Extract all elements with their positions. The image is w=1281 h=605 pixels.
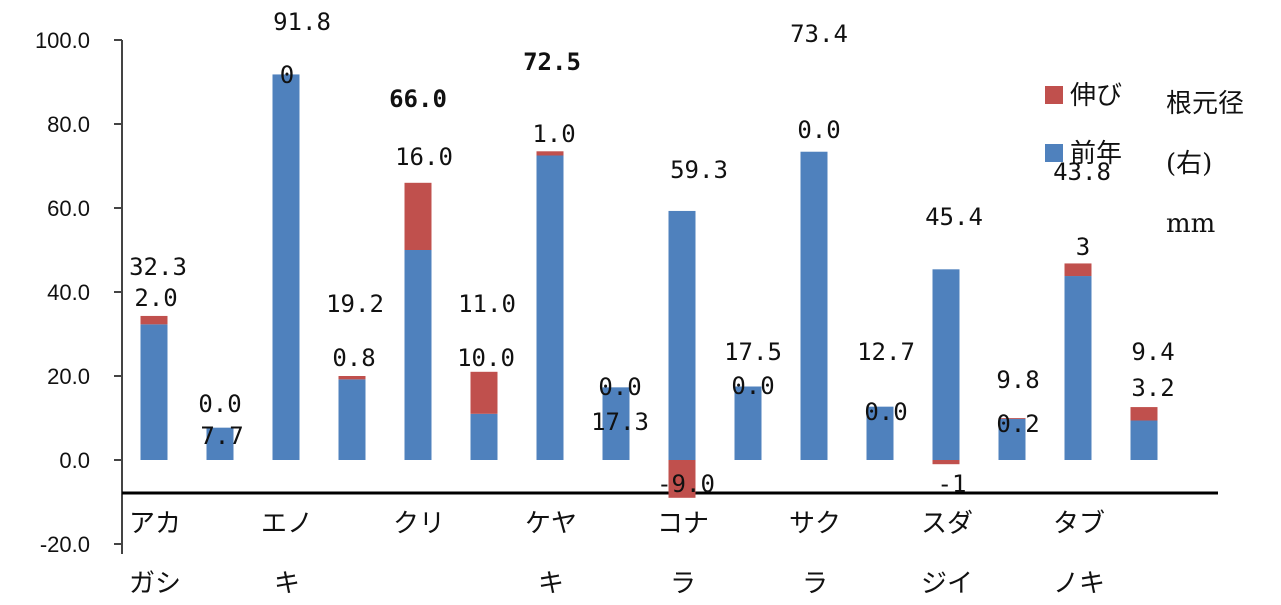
category-label-line2: ラ <box>802 569 828 599</box>
bar-previous-year <box>206 427 234 460</box>
bar-previous-year <box>602 387 630 460</box>
category-label-line2: キ <box>538 569 564 599</box>
data-label: 9.8 <box>996 366 1039 394</box>
bar-previous-year <box>140 324 168 460</box>
y-tick-label: 0.0 <box>59 448 90 473</box>
y-tick-label: 80.0 <box>47 112 90 137</box>
category-label: スダ <box>921 509 973 539</box>
data-label: 16.0 <box>395 143 453 171</box>
data-label: 0.0 <box>797 116 840 144</box>
data-label: 2.0 <box>134 284 177 312</box>
bar-previous-year <box>734 386 762 460</box>
data-label: 59.3 <box>670 156 728 184</box>
data-label: 12.7 <box>857 338 915 366</box>
bar-previous-year <box>536 155 564 460</box>
category-label: タブ <box>1053 509 1105 539</box>
bar-previous-year <box>1064 276 1092 460</box>
legend-swatch <box>1045 144 1063 162</box>
bar-previous-year <box>470 413 498 460</box>
legend-label: 前年 <box>1070 139 1122 169</box>
data-label: 19.2 <box>326 290 384 318</box>
bar-previous-year <box>338 379 366 460</box>
y-tick-label: 20.0 <box>47 364 90 389</box>
category-label-line2: ラ <box>670 569 696 599</box>
data-label: 1.0 <box>532 120 575 148</box>
category-label-line2: キ <box>274 569 300 599</box>
unit-label: (右) <box>1166 149 1212 179</box>
legend-label: 伸び <box>1070 81 1122 111</box>
data-label: 11.0 <box>458 290 516 318</box>
data-label: 0 <box>280 61 294 89</box>
bar-previous-year <box>272 74 300 460</box>
unit-label: 根元径 <box>1166 89 1244 119</box>
data-label: 17.3 <box>591 408 649 436</box>
category-label: クリ <box>393 509 445 539</box>
data-label: 0.0 <box>198 390 241 418</box>
label-layer: 32.3 2.0 0.0 7.7 91.8 0 19.2 0.8 66.0 16.0 11.0 10.… <box>129 8 1175 498</box>
bar-growth <box>140 315 168 325</box>
category-label-line2: ノキ <box>1053 569 1105 599</box>
bar-previous-year <box>404 250 432 460</box>
category-label-line2: ガシ <box>129 569 181 599</box>
bar-growth <box>338 376 366 380</box>
bar-growth <box>998 418 1026 419</box>
data-label: 0.2 <box>996 410 1039 438</box>
data-label: 0.8 <box>332 344 375 372</box>
y-tick-label: 40.0 <box>47 280 90 305</box>
data-label: 3 <box>1076 233 1090 261</box>
bar-growth-negative <box>932 460 960 465</box>
unit-label: mm <box>1166 209 1215 239</box>
data-label: 10.0 <box>457 344 515 372</box>
category-label: ケヤ <box>525 509 577 539</box>
bar-previous-year <box>866 406 894 460</box>
bar-growth <box>404 182 432 250</box>
category-label-line2: ジイ <box>921 569 973 599</box>
data-label: -1 <box>938 470 967 498</box>
data-label: 45.4 <box>925 203 983 231</box>
data-label: 3.2 <box>1131 374 1174 402</box>
data-label: 72.5 <box>523 48 581 76</box>
data-label: 17.5 <box>724 338 782 366</box>
data-label: 0.0 <box>864 398 907 426</box>
bar-previous-year <box>932 269 960 460</box>
bar-growth <box>1064 263 1092 277</box>
axis-layer: 100.0 80.0 60.0 40.0 20.0 0.0 -20.0 <box>35 28 1218 557</box>
bar-previous-year <box>1130 420 1158 460</box>
data-label: 73.4 <box>790 20 848 48</box>
legend-swatch <box>1045 86 1063 104</box>
y-tick-label: 100.0 <box>35 28 90 53</box>
category-label: コナ <box>657 509 709 539</box>
y-tick-label: 60.0 <box>47 196 90 221</box>
data-label: 66.0 <box>389 85 447 113</box>
y-tick-label: -20.0 <box>40 532 90 557</box>
category-label: アカ <box>129 509 181 539</box>
category-label: エノ <box>261 509 313 539</box>
bar-growth <box>1130 407 1158 421</box>
bar-growth-negative <box>668 460 696 498</box>
category-label: サク <box>789 509 841 539</box>
data-label: 91.8 <box>273 8 331 36</box>
data-label: 32.3 <box>129 253 187 281</box>
data-label: 43.8 <box>1053 158 1111 186</box>
data-label: 7.7 <box>200 422 243 450</box>
data-label: 0.0 <box>731 372 774 400</box>
bar-previous-year <box>998 418 1026 460</box>
data-label: -9.0 <box>657 470 715 498</box>
data-label: 0.0 <box>598 373 641 401</box>
bar-growth <box>470 371 498 414</box>
bar-growth <box>536 151 564 156</box>
bar-layer <box>140 74 1158 498</box>
data-label: 9.4 <box>1131 338 1174 366</box>
bar-previous-year <box>668 210 696 460</box>
bar-previous-year <box>800 151 828 460</box>
